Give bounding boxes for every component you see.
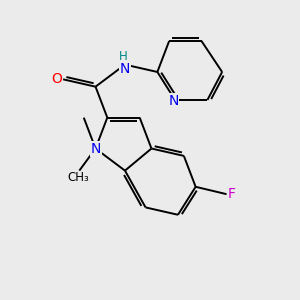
Text: CH₃: CH₃	[67, 172, 89, 184]
Text: F: F	[228, 187, 236, 201]
Text: N: N	[168, 94, 179, 107]
Text: H: H	[119, 50, 128, 63]
Text: N: N	[91, 142, 101, 156]
Text: N: N	[120, 62, 130, 76]
Text: O: O	[51, 72, 62, 86]
